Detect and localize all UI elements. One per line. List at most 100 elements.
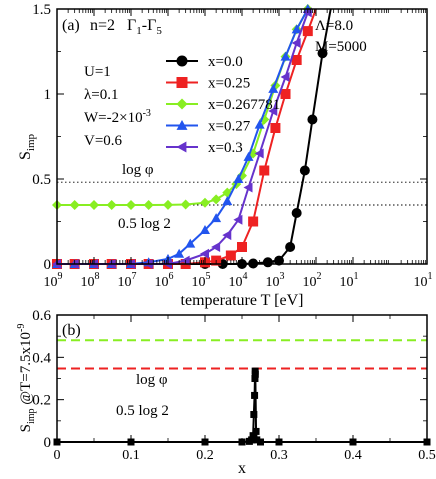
data-point-a-4-10 xyxy=(222,230,232,241)
x-tick-label-a-6: 103 xyxy=(266,271,285,290)
y-tick-label-b-3: 0.6 xyxy=(32,308,51,324)
data-point-a-3-16 xyxy=(280,51,291,61)
x-tick-label-a-7: 102 xyxy=(303,271,322,290)
panel-a-x-axis-label: temperature T [eV] xyxy=(181,292,304,309)
data-point-a-2-5 xyxy=(143,200,154,211)
data-point-a-4-15 xyxy=(280,72,290,82)
data-point-a-1-16 xyxy=(291,55,302,65)
data-point-a-2-9 xyxy=(211,194,222,205)
y-tick-label-b-2: 0.4 xyxy=(32,350,51,366)
data-point-b-11 xyxy=(251,370,259,378)
series-a-4 xyxy=(52,7,312,269)
data-point-a-2-7 xyxy=(180,199,191,210)
data-point-a-4-14 xyxy=(268,106,278,116)
x-tick-label-a-3: 106 xyxy=(155,271,174,290)
y-tick-label-b-1: 0.2 xyxy=(32,393,51,409)
data-point-a-1-13 xyxy=(259,165,270,176)
y-tick-label-a-1: 0.5 xyxy=(32,172,51,188)
data-point-a-0-15 xyxy=(291,208,302,218)
x-tick-label-a-8: 101 xyxy=(340,271,359,290)
panel-b-plot-frame xyxy=(56,314,428,443)
data-point-b-5 xyxy=(248,436,256,444)
legend-label-4: x=0.3 xyxy=(208,140,243,156)
legend-marker-2 xyxy=(176,98,188,110)
x-tick-label-a-0: 109 xyxy=(44,271,63,290)
data-point-b-12 xyxy=(252,427,260,435)
y-tick-label-a-2: 1 xyxy=(44,87,52,103)
panel-a: 109 108 107 106 105 104 103 102 101 101 0 0.5 1 1.5 (… xyxy=(17,2,433,309)
data-point-a-3-10 xyxy=(211,213,222,223)
data-point-b-8 xyxy=(251,391,259,399)
data-point-a-4-12 xyxy=(243,182,253,193)
legend-label-2: x=0.267781 xyxy=(208,97,280,113)
x-tick-label-b-5: 0.5 xyxy=(418,448,436,463)
data-point-a-2-4 xyxy=(126,200,136,211)
x-tick-label-a-1: 108 xyxy=(81,271,100,290)
panel-a-label: (a) xyxy=(62,17,80,34)
legend-marker-1 xyxy=(176,77,188,88)
data-point-a-0-17 xyxy=(307,114,318,125)
legend-marker-0 xyxy=(176,55,188,67)
data-point-a-1-11 xyxy=(237,242,247,252)
param-m: M=5000 xyxy=(315,39,367,55)
x-tick-label-b-2: 0.2 xyxy=(196,448,214,463)
legend-marker-3 xyxy=(176,120,188,130)
data-point-a-4-7 xyxy=(180,255,190,266)
data-point-a-2-2 xyxy=(89,200,99,211)
ref-label-log-phi-a: log φ xyxy=(122,162,154,178)
data-point-a-4-11 xyxy=(233,214,243,225)
y-tick-label-b-0: 0 xyxy=(44,435,52,451)
data-point-a-3-17 xyxy=(291,24,302,34)
legend-label-0: x=0.0 xyxy=(208,54,243,70)
panel-a-y-axis-label: Simp xyxy=(17,133,37,160)
data-point-a-3-11 xyxy=(222,196,233,206)
x-tick-label-b-3: 0.3 xyxy=(270,448,288,463)
ref-label-half-log2-b: 0.5 log 2 xyxy=(116,403,169,419)
param-w: W=-2×10-3 xyxy=(84,108,151,126)
data-point-a-3-15 xyxy=(268,83,279,93)
series-b-line-0 xyxy=(57,371,427,443)
legend-label-1: x=0.25 xyxy=(208,76,250,92)
data-point-a-1-12 xyxy=(248,216,259,227)
data-point-a-4-9 xyxy=(211,242,221,252)
x-tick-label-b-1: 0.1 xyxy=(122,448,140,463)
param-lambda-cap: Λ=8.0 xyxy=(315,18,353,34)
data-point-a-0-16 xyxy=(299,165,310,176)
x-tick-label-b-0: 0 xyxy=(54,448,61,463)
data-point-a-1-17 xyxy=(302,26,313,37)
data-point-b-6 xyxy=(249,432,257,440)
data-point-b-13 xyxy=(253,436,261,444)
x-tick-label-a-5: 104 xyxy=(229,271,248,290)
data-point-a-1-10 xyxy=(225,250,236,261)
data-point-a-3-8 xyxy=(185,238,196,248)
y-tick-label-a-3: 1.5 xyxy=(32,2,51,18)
panel-b: 0 0.1 0.2 0.3 0.4 0.5 0 0.2 0.4 0.6 (b) log φ 0.5… xyxy=(16,308,436,477)
y-tick-label-a-0: 0 xyxy=(44,257,52,273)
data-point-a-3-13 xyxy=(243,151,254,161)
data-point-a-0-14 xyxy=(285,242,296,252)
x-tick-label-a-2: 107 xyxy=(118,271,137,290)
x-tick-label-a-4: 105 xyxy=(192,271,211,290)
legend-label-3: x=0.27 xyxy=(208,119,251,135)
param-v: V=0.6 xyxy=(84,133,123,149)
data-point-a-3-14 xyxy=(254,119,265,129)
data-point-a-0-18 xyxy=(317,48,328,59)
data-point-a-4-8 xyxy=(200,248,209,259)
ref-label-log-phi-b: log φ xyxy=(136,372,168,388)
x-tick-label-b-4: 0.4 xyxy=(344,448,362,463)
series-b-0 xyxy=(53,367,431,446)
data-point-a-4-13 xyxy=(254,148,264,159)
data-point-a-4-16 xyxy=(291,38,301,48)
ref-label-half-log2-a: 0.5 log 2 xyxy=(118,216,171,232)
panel-b-label: (b) xyxy=(62,322,81,339)
legend-marker-4 xyxy=(176,141,187,153)
data-point-b-7 xyxy=(250,410,258,418)
data-point-b-9 xyxy=(251,375,259,382)
panel-b-x-axis-label: x xyxy=(238,460,246,477)
data-point-a-3-9 xyxy=(200,225,210,234)
data-point-a-1-15 xyxy=(280,89,291,99)
param-lambda: λ=0.1 xyxy=(84,87,118,103)
data-point-a-4-17 xyxy=(302,7,312,18)
data-point-a-1-14 xyxy=(270,123,281,133)
